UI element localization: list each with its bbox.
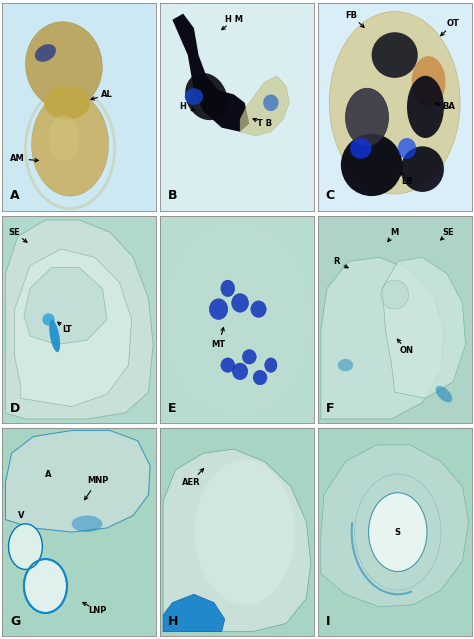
Polygon shape [383, 258, 465, 398]
Ellipse shape [381, 280, 409, 309]
Ellipse shape [35, 44, 56, 62]
Ellipse shape [329, 12, 460, 194]
Ellipse shape [42, 313, 55, 326]
Text: F: F [326, 402, 334, 415]
Ellipse shape [195, 459, 295, 604]
Text: H: H [180, 102, 187, 111]
Ellipse shape [341, 134, 402, 196]
Polygon shape [240, 76, 289, 136]
Text: LNP: LNP [89, 606, 107, 615]
Ellipse shape [253, 371, 267, 385]
Text: S: S [395, 528, 401, 537]
Text: MT: MT [211, 340, 226, 349]
Polygon shape [321, 445, 469, 607]
Ellipse shape [72, 516, 102, 532]
Text: AM: AM [10, 154, 25, 163]
Ellipse shape [401, 146, 444, 192]
Ellipse shape [48, 115, 79, 161]
Ellipse shape [221, 280, 235, 296]
Ellipse shape [32, 93, 109, 196]
Ellipse shape [210, 299, 228, 320]
Ellipse shape [185, 88, 203, 105]
Text: V: V [18, 511, 24, 520]
Text: C: C [326, 189, 335, 203]
Text: LB: LB [401, 177, 413, 186]
Text: LT: LT [62, 325, 72, 334]
Text: E: E [168, 402, 176, 415]
Ellipse shape [44, 86, 90, 119]
Ellipse shape [264, 358, 277, 373]
Polygon shape [15, 249, 132, 406]
Ellipse shape [350, 138, 372, 158]
Ellipse shape [411, 56, 446, 108]
Text: D: D [10, 402, 20, 415]
Ellipse shape [232, 363, 248, 380]
Text: AL: AL [101, 90, 113, 99]
Text: I: I [326, 615, 330, 627]
Ellipse shape [9, 524, 42, 569]
Text: ON: ON [400, 346, 414, 355]
Ellipse shape [221, 358, 235, 373]
Polygon shape [163, 594, 225, 632]
Polygon shape [5, 431, 150, 532]
Text: FB: FB [346, 11, 357, 20]
Ellipse shape [185, 73, 227, 120]
Text: R: R [333, 257, 339, 266]
Text: T B: T B [257, 119, 272, 128]
Ellipse shape [263, 95, 279, 111]
Text: OT: OT [447, 19, 460, 29]
Polygon shape [173, 13, 249, 132]
Text: AER: AER [182, 478, 200, 487]
Text: SE: SE [443, 228, 455, 237]
Ellipse shape [232, 293, 248, 312]
Ellipse shape [372, 32, 418, 78]
Ellipse shape [164, 224, 310, 415]
Ellipse shape [26, 22, 102, 109]
Ellipse shape [346, 88, 389, 146]
Text: H M: H M [225, 15, 243, 24]
Text: G: G [10, 615, 20, 627]
Polygon shape [163, 449, 311, 632]
Ellipse shape [407, 76, 444, 138]
Ellipse shape [436, 386, 452, 403]
Text: BA: BA [442, 102, 455, 111]
Text: A: A [10, 189, 20, 203]
Ellipse shape [398, 138, 416, 158]
Text: H: H [168, 615, 178, 627]
Polygon shape [321, 258, 444, 419]
Ellipse shape [24, 559, 67, 613]
Text: B: B [168, 189, 177, 203]
Text: M: M [391, 228, 399, 237]
Text: MNP: MNP [87, 476, 109, 485]
Ellipse shape [251, 301, 266, 318]
Polygon shape [24, 268, 107, 344]
Ellipse shape [49, 320, 60, 352]
Text: SE: SE [9, 228, 20, 237]
Polygon shape [5, 220, 153, 419]
Ellipse shape [338, 359, 353, 371]
Ellipse shape [242, 350, 256, 364]
Ellipse shape [369, 493, 427, 571]
Text: A: A [46, 470, 52, 479]
